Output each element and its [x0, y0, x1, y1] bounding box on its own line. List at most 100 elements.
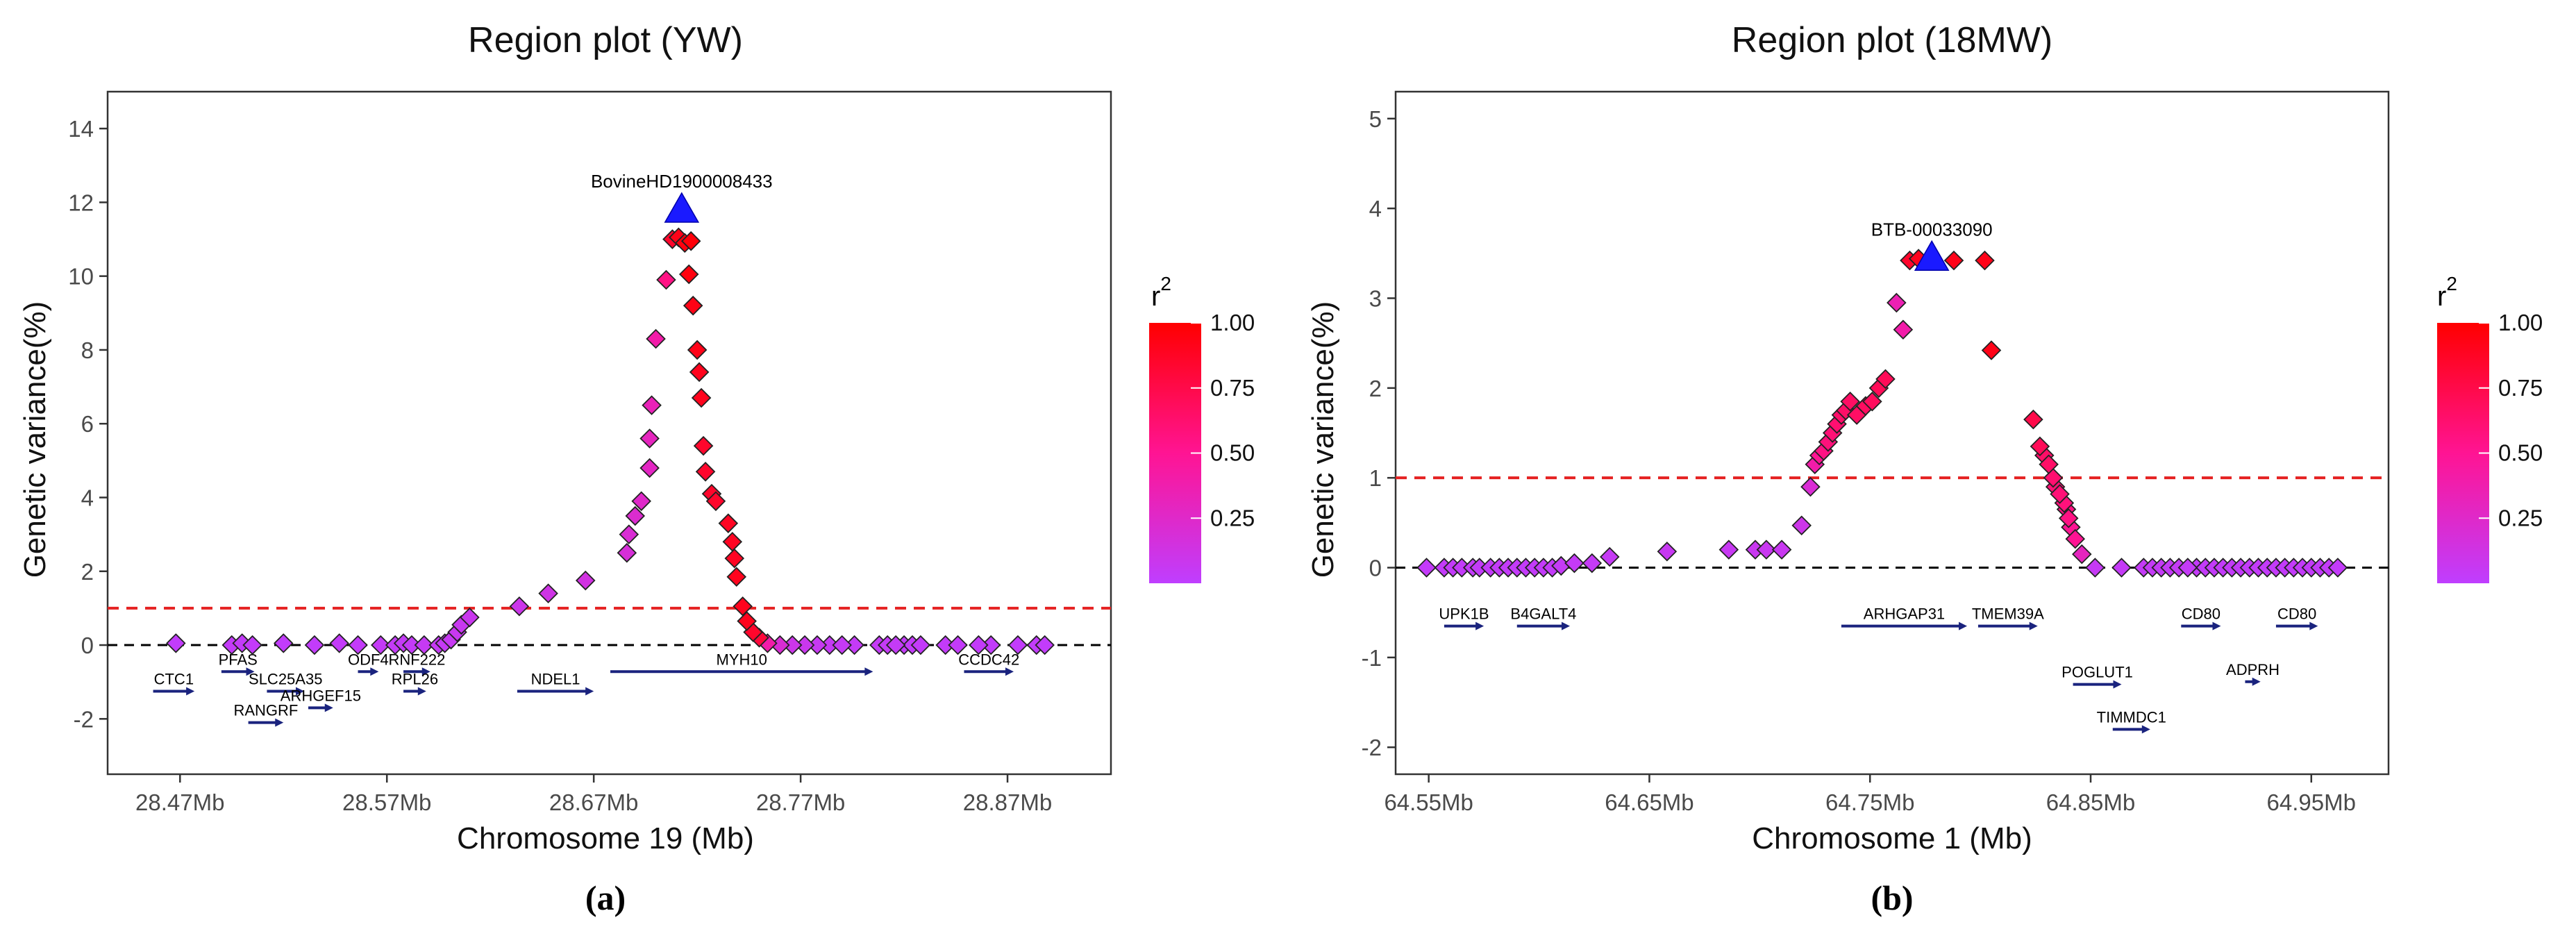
y-tick-label: 8: [81, 337, 94, 363]
snp-point: [1564, 553, 1584, 574]
snp-point: [1657, 541, 1678, 562]
snp-point: [705, 491, 726, 512]
snp-point: [1875, 369, 1896, 390]
legend-tick-label: 0.75: [2498, 375, 2543, 401]
snp-point: [687, 340, 708, 360]
y-tick-label: 0: [1369, 555, 1382, 581]
snp-point: [910, 635, 931, 655]
snp-point: [691, 387, 712, 408]
snp-point: [631, 491, 651, 512]
snp-point: [1599, 546, 1620, 567]
snp-point: [718, 513, 739, 533]
plot-frame: [106, 90, 1112, 776]
legend-tick-label: 1.00: [2498, 310, 2543, 335]
snp-point: [639, 458, 660, 478]
snp-point: [832, 635, 852, 655]
lead-snp-marker: [664, 192, 700, 223]
y-tick-label: -1: [1362, 645, 1382, 671]
snp-point: [460, 607, 480, 628]
snp-point: [1981, 340, 2002, 360]
gene-arrowhead: [370, 667, 379, 676]
y-tick-label: 6: [81, 411, 94, 437]
gene-label: RANGRF: [233, 702, 298, 719]
snp-point: [1035, 635, 1055, 655]
snp-point: [538, 583, 558, 603]
gene-label: UPK1B: [1439, 605, 1489, 623]
y-axis-label: Genetic variance(%): [1306, 301, 1340, 578]
gene-label: B4GALT4: [1510, 605, 1576, 623]
legend-tick-label: 0.25: [2498, 505, 2543, 530]
gene-arrowhead: [1959, 621, 1968, 630]
plot-frame: [1394, 90, 2390, 776]
legend-ticks: 0.25 0.50 0.75 1.00: [1191, 310, 1255, 530]
plot-area: -2 -1 0 1 2 3 4 5 64.55Mb 64.65Mb 64.75Mb 64.85Mb 64…: [1362, 90, 2390, 815]
legend-title: r2: [1151, 273, 1171, 312]
panel-label: (a): [585, 878, 626, 917]
snp-point: [617, 542, 637, 563]
region-plot-yw: Region plot (YW) -2 0 2 4 6 8 10 12 14 28.47Mb 28.…: [18, 20, 1255, 917]
snp-point: [1791, 515, 1812, 535]
legend-tick-label: 0.75: [1210, 375, 1255, 401]
snp-point: [656, 269, 676, 290]
gene-label: NDEL1: [531, 670, 580, 687]
gene-arrowhead: [585, 687, 594, 696]
snp-point: [693, 435, 714, 456]
y-tick-label: 4: [81, 485, 94, 510]
snp-point: [2111, 558, 2132, 578]
snp-point: [242, 635, 262, 655]
snp-point: [1887, 292, 1907, 313]
x-axis-label: Chromosome 19 (Mb): [457, 821, 754, 855]
snp-point: [642, 395, 662, 415]
legend-ticks: 0.25 0.50 0.75 1.00: [2479, 310, 2543, 530]
snp-point: [695, 462, 716, 482]
legend-title: r2: [2437, 273, 2457, 312]
x-tick-label: 28.67Mb: [549, 789, 638, 815]
gene-arrowhead: [2141, 725, 2150, 734]
x-tick-label: 28.47Mb: [135, 789, 224, 815]
x-tick-label: 64.95Mb: [2267, 789, 2356, 815]
snp-point: [2085, 558, 2105, 578]
snp-point: [948, 635, 968, 655]
gene-label: ARHGEF15: [281, 687, 361, 704]
snp-point: [2039, 454, 2059, 475]
gene-arrowhead: [246, 667, 255, 676]
gene-label: CTC1: [154, 670, 194, 687]
lead-snp-marker: [1914, 240, 1950, 271]
y-tick-label: 1: [1369, 465, 1382, 491]
snp-point: [1007, 635, 1028, 655]
snp-point: [724, 548, 745, 569]
snp-point: [2050, 484, 2070, 504]
gene-arrowhead: [421, 667, 430, 676]
snp-point: [1718, 540, 1739, 560]
snp-point: [722, 531, 743, 552]
snp-point: [166, 633, 186, 653]
legend-tick-label: 0.50: [1210, 440, 1255, 466]
gene-arrowhead: [186, 687, 195, 696]
gene-arrowhead: [1005, 667, 1014, 676]
snp-point: [680, 231, 701, 251]
snp-point: [1800, 476, 1821, 497]
gene-arrowhead: [417, 687, 426, 696]
gene-arrowhead: [2029, 621, 2038, 630]
gene-label: PFAS: [219, 651, 258, 668]
snp-point: [678, 264, 699, 285]
gene-arrowhead: [324, 703, 333, 712]
snp-point: [348, 635, 368, 655]
snp-point: [1582, 553, 1603, 574]
snp-point: [1756, 540, 1777, 560]
gene-label: TMEM39A: [1972, 605, 2044, 623]
gene-label: CCDC42: [958, 651, 1019, 668]
gene-label: SLC25A35: [249, 670, 322, 687]
chart-title: Region plot (YW): [468, 20, 743, 60]
x-tick-label: 64.55Mb: [1384, 789, 1473, 815]
snp-point: [371, 635, 391, 655]
x-tick-label: 28.77Mb: [756, 789, 845, 815]
snp-point: [733, 596, 753, 617]
gene-label: MYH10: [717, 651, 767, 668]
snp-point: [639, 428, 660, 449]
y-tick-label: -2: [1362, 735, 1382, 760]
snp-point: [969, 635, 989, 655]
gene-arrowhead: [1562, 621, 1571, 630]
snp-point: [304, 635, 325, 655]
y-tick-label: 10: [68, 264, 94, 290]
